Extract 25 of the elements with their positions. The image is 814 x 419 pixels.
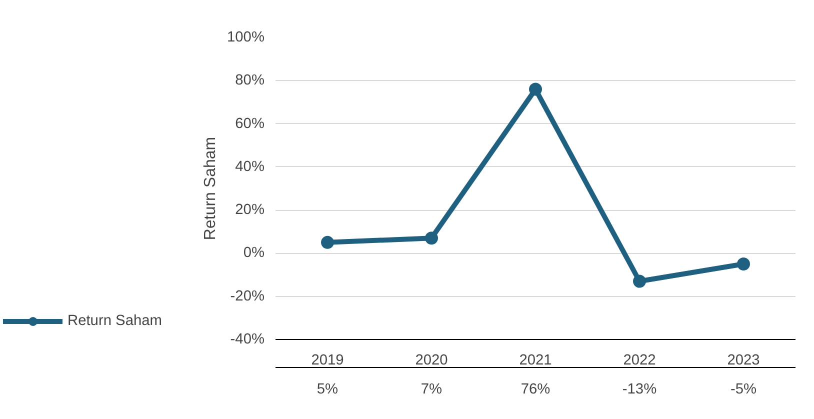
point	[321, 236, 334, 249]
data-label: 76%	[520, 382, 550, 398]
y-tick-label: -40%	[230, 332, 265, 348]
legend-label: Return Saham	[68, 313, 162, 329]
x-tick-label: 2021	[519, 352, 552, 368]
x-tick-label: 2023	[727, 352, 760, 368]
y-tick-label: 40%	[235, 158, 265, 175]
x-tick-label: 2019	[311, 352, 344, 368]
y-tick-label: -20%	[230, 288, 265, 304]
y-tick-label: 80%	[235, 72, 265, 89]
data-label: 7%	[420, 382, 442, 398]
point	[737, 258, 750, 270]
y-tick-label: 100%	[227, 30, 265, 46]
data-label: -13%	[622, 382, 657, 398]
y-tick-label: 20%	[235, 202, 265, 218]
data-label: -5%	[730, 382, 757, 398]
data-label: 5%	[316, 382, 338, 398]
y-tick-label: 0%	[243, 245, 265, 262]
y-axis-title: Return Saham	[202, 136, 220, 240]
point	[425, 232, 438, 245]
point	[529, 82, 542, 96]
point	[633, 274, 646, 288]
x-tick-label: 2020	[415, 352, 448, 368]
x-tick-label: 2022	[623, 352, 656, 368]
y-tick-label: 60%	[235, 116, 265, 132]
